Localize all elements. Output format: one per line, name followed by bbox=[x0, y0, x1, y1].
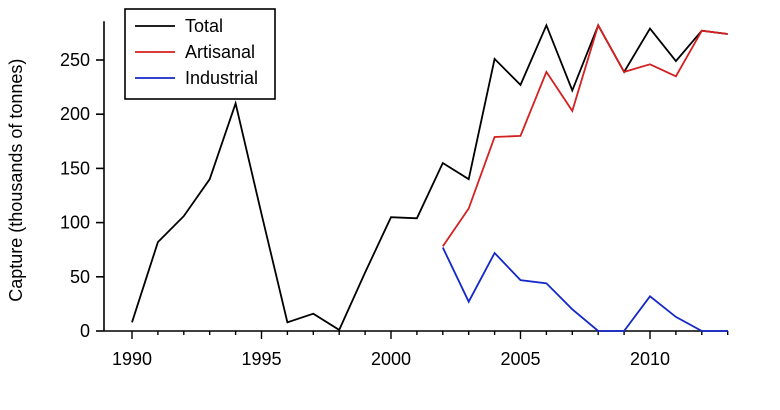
y-tick-label: 50 bbox=[70, 267, 90, 287]
series-line-artisanal bbox=[442, 23, 728, 247]
x-tick-label: 1995 bbox=[241, 349, 281, 369]
y-tick-label: 0 bbox=[80, 321, 90, 341]
y-tick-label: 150 bbox=[60, 158, 90, 178]
legend-label-total: Total bbox=[185, 16, 223, 36]
series-lines bbox=[131, 22, 728, 332]
x-tick-label: 2005 bbox=[500, 349, 540, 369]
legend: Total Artisanal Industrial bbox=[124, 8, 276, 100]
y-tick-label: 200 bbox=[60, 104, 90, 124]
x-tick-label: 1990 bbox=[112, 349, 152, 369]
legend-box bbox=[124, 8, 276, 100]
series-line-industrial bbox=[441, 247, 728, 332]
series-line-total bbox=[131, 22, 728, 332]
axes: 0 50 100 150 200 250 1990 1995 2000 2005 2010 Captu… bbox=[6, 21, 729, 369]
y-tick-label: 250 bbox=[60, 50, 90, 70]
legend-label-industrial: Industrial bbox=[185, 68, 258, 88]
x-tick-label: 2000 bbox=[371, 349, 411, 369]
legend-label-artisanal: Artisanal bbox=[185, 42, 255, 62]
y-tick-label: 100 bbox=[60, 213, 90, 233]
y-axis-title: Capture (thousands of tonnes) bbox=[6, 59, 26, 302]
x-tick-label: 2010 bbox=[630, 349, 670, 369]
